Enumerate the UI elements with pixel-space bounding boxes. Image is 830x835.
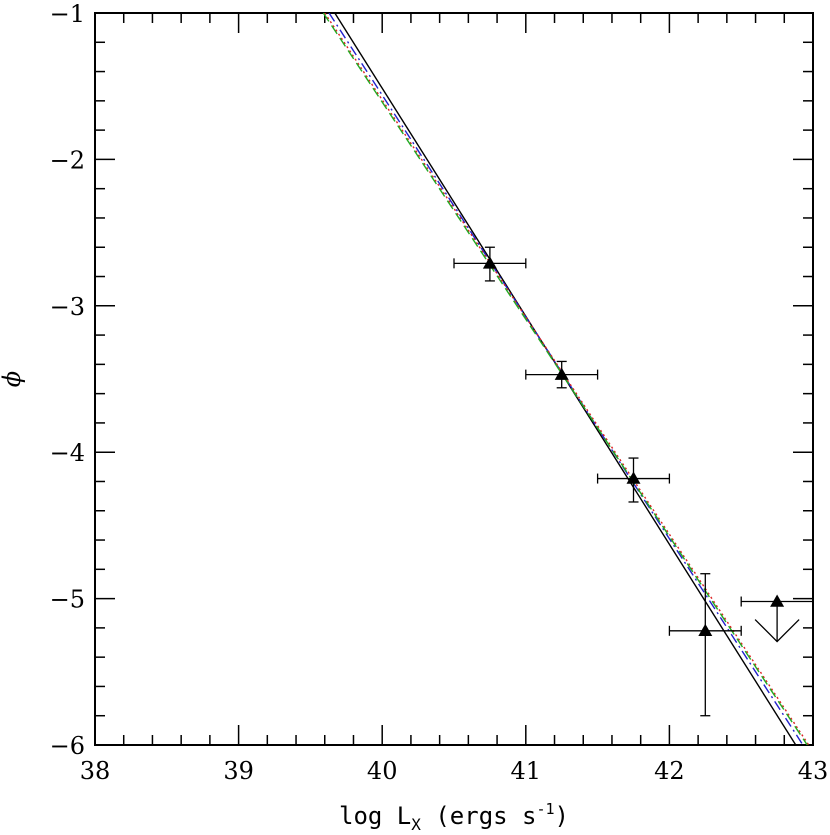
fit-line-dotted [324, 13, 810, 745]
point-marker [698, 623, 713, 637]
x-tick-label: 42 [654, 757, 685, 785]
x-tick-label: 43 [798, 757, 829, 785]
point-marker [482, 256, 497, 269]
point-marker [554, 367, 569, 380]
y-tick-label: −3 [50, 293, 85, 321]
x-tick-label: 38 [80, 757, 111, 785]
y-tick-label: −2 [50, 146, 85, 174]
x-axis-label: log LX (ergs s-1) [339, 800, 569, 834]
y-tick-label: −4 [50, 439, 85, 467]
data-points [453, 246, 813, 717]
data-point [668, 573, 742, 717]
y-tick-label: −6 [50, 732, 85, 760]
x-tick-label: 40 [367, 757, 398, 785]
y-tick-label: −5 [50, 586, 85, 614]
point-marker [626, 471, 641, 484]
upper-limit-arrow-head [754, 619, 800, 643]
tick-labels: 38 39 40 41 42 43 −6 −5 −4 −3 −2 −1 [50, 0, 829, 785]
plot-frame [94, 12, 814, 746]
x-tick-label: 39 [223, 757, 254, 785]
point-marker [770, 594, 785, 607]
x-tick-label: 41 [511, 757, 542, 785]
fit-line-dashdot [328, 13, 804, 745]
y-axis-label: ϕ [0, 371, 26, 387]
axis-ticks [94, 12, 814, 746]
y-tick-label: −1 [50, 0, 85, 28]
